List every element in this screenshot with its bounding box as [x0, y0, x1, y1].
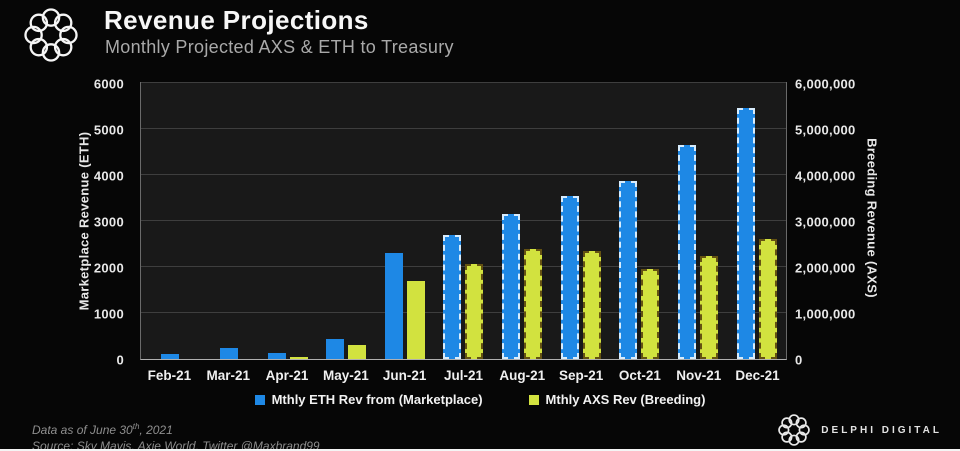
bar-eth-Jun-21 [384, 253, 403, 359]
left-axis-ticks: 0 1000 2000 3000 4000 5000 6000 [0, 77, 132, 368]
bar-eth-Sep-21 [560, 195, 579, 359]
bar-eth-Dec-21 [736, 108, 755, 359]
bar-group-Oct-21 [610, 83, 669, 359]
bar-axs-Nov-21 [700, 255, 719, 359]
gridline [141, 312, 786, 313]
axis-tick-label: 3000 [93, 214, 124, 230]
bar-axs-Apr-21 [289, 357, 308, 359]
delphi-logo-icon [24, 8, 78, 62]
legend-label: Mthly ETH Rev from (Marketplace) [271, 392, 483, 407]
gridline [141, 266, 786, 267]
bar-axs-May-21 [348, 344, 367, 359]
x-axis-label-May-21: May-21 [322, 368, 369, 383]
bar-axs-Sep-21 [582, 250, 601, 359]
bar-group-Jul-21 [434, 83, 493, 359]
footnote: Data as of June 30th, 2021 Source: Sky M… [32, 419, 320, 451]
plot-area [140, 82, 787, 360]
x-axis-label-Sep-21: Sep-21 [558, 368, 604, 383]
axis-tick-label: 6000 [93, 76, 124, 92]
bar-axs-Dec-21 [758, 239, 777, 359]
x-axis-label-Jun-21: Jun-21 [382, 368, 427, 383]
axis-tick-label: 5000 [93, 122, 124, 138]
gridline [141, 220, 786, 221]
x-axis-label-Jul-21: Jul-21 [443, 368, 483, 383]
delphi-logo-small-icon [778, 414, 811, 446]
axis-tick-label: 2,000,000 [795, 260, 856, 276]
gridline [141, 82, 786, 83]
legend-item: Mthly AXS Rev (Breeding) [528, 392, 706, 407]
bar-eth-Jul-21 [443, 234, 462, 359]
data-as-of-note: Data as of June 30th, 2021 [32, 422, 173, 437]
axis-tick-label: 1,000,000 [795, 306, 856, 322]
bar-group-May-21 [317, 83, 376, 359]
page-title: Revenue Projections [104, 5, 369, 35]
bar-eth-Nov-21 [678, 145, 697, 359]
bar-group-Apr-21 [258, 83, 317, 359]
x-axis-label-Dec-21: Dec-21 [735, 368, 780, 383]
gridline [141, 128, 786, 129]
chart-legend: Mthly ETH Rev from (Marketplace) Mthly AX… [0, 392, 960, 407]
legend-swatch-icon [254, 394, 265, 405]
axis-tick-label: 1000 [93, 306, 124, 322]
x-axis-labels: Feb-21 Mar-21 Apr-21 May-21 Jun-21 Jul-21 Aug-… [140, 368, 787, 383]
source-note: Source: Sky Mavis, Axie World, Twitter @… [32, 439, 320, 451]
bar-group-Mar-21 [200, 83, 259, 359]
legend-item: Mthly ETH Rev from (Marketplace) [254, 392, 483, 407]
bar-axs-Jun-21 [406, 280, 425, 359]
delphi-wordmark: DELPHI DIGITAL [821, 424, 942, 436]
bar-group-Dec-21 [727, 83, 786, 359]
axis-tick-label: 2000 [93, 260, 124, 276]
bottom-border [0, 449, 960, 451]
bar-eth-May-21 [326, 339, 345, 359]
page-subtitle: Monthly Projected AXS & ETH to Treasury [105, 37, 454, 57]
bar-eth-Apr-21 [267, 353, 286, 359]
bar-eth-Oct-21 [619, 180, 638, 359]
x-axis-label-Oct-21: Oct-21 [618, 368, 661, 383]
right-axis-ticks: 0 1,000,000 2,000,000 3,000,000 4,000,000 5,0… [795, 77, 885, 368]
brand-footer: DELPHI DIGITAL [777, 413, 942, 447]
x-axis-label-Apr-21: Apr-21 [265, 368, 309, 383]
bar-group-Sep-21 [551, 83, 610, 359]
bar-axs-Oct-21 [641, 269, 660, 359]
axis-tick-label: 0 [116, 352, 124, 368]
legend-label: Mthly AXS Rev (Breeding) [545, 392, 706, 407]
x-axis-label-Feb-21: Feb-21 [147, 368, 192, 383]
bar-eth-Aug-21 [502, 214, 521, 359]
axis-tick-label: 5,000,000 [795, 122, 856, 138]
axis-tick-label: 4,000,000 [795, 168, 856, 184]
bar-eth-Feb-21 [161, 354, 180, 359]
gridline [141, 174, 786, 175]
bar-eth-Mar-21 [219, 348, 238, 359]
axis-tick-label: 0 [795, 352, 803, 368]
legend-swatch-icon [528, 394, 539, 405]
axis-tick-label: 4000 [93, 168, 124, 184]
bar-group-Jun-21 [376, 83, 435, 359]
bar-axs-Aug-21 [524, 248, 543, 359]
bar-group-Aug-21 [493, 83, 552, 359]
x-axis-label-Mar-21: Mar-21 [206, 368, 250, 383]
bar-group-Feb-21 [141, 83, 200, 359]
x-axis-label-Aug-21: Aug-21 [499, 368, 546, 383]
bar-group-Nov-21 [669, 83, 728, 359]
axis-tick-label: 3,000,000 [795, 214, 856, 230]
x-axis-label-Nov-21: Nov-21 [676, 368, 722, 383]
bar-axs-Jul-21 [465, 264, 484, 359]
axis-tick-label: 6,000,000 [795, 76, 856, 92]
